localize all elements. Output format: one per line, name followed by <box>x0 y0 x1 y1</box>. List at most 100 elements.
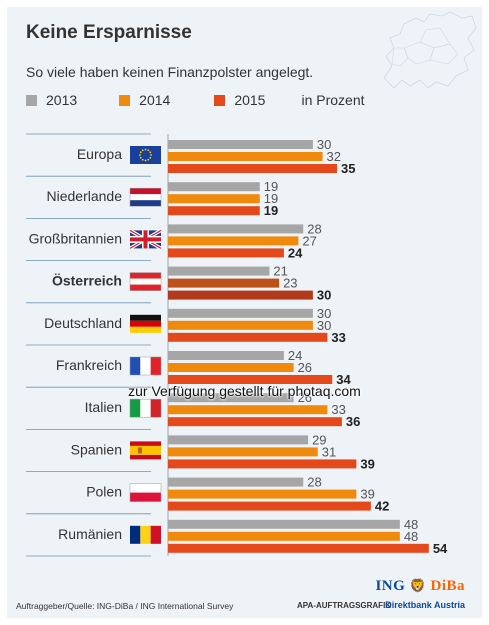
bar <box>168 405 328 415</box>
bar <box>168 236 299 246</box>
bar <box>168 447 318 457</box>
agency-note: APA-AUFTRAGSGRAFIK <box>297 601 392 610</box>
bar <box>168 477 304 487</box>
chart-title: Keine Ersparnisse <box>26 22 192 43</box>
bar <box>168 459 357 469</box>
value-label: 36 <box>346 414 360 429</box>
value-label: 26 <box>298 360 312 375</box>
netherlands-flag-icon <box>129 187 162 207</box>
bar <box>168 351 284 360</box>
chart-subtitle: So viele haben keinen Finanzpolster ange… <box>26 64 314 80</box>
romania-flag-icon <box>130 525 161 544</box>
legend-label-2013: 2013 <box>46 92 78 108</box>
value-label: 30 <box>317 137 331 152</box>
legend-label-2015: 2015 <box>234 92 266 108</box>
bank-tagline: Direktbank Austria <box>385 600 465 610</box>
bar <box>168 140 313 149</box>
source-note: Auftraggeber/Quelle: ING-DiBa / ING Inte… <box>16 601 234 611</box>
value-label: 32 <box>327 149 341 164</box>
country-label: Rumänien <box>58 526 122 542</box>
value-label: 27 <box>302 233 316 248</box>
value-label: 39 <box>360 487 374 502</box>
italy-flag-icon <box>129 398 162 418</box>
legend-label-2014: 2014 <box>139 92 171 108</box>
value-label: 33 <box>331 402 345 417</box>
value-label: 19 <box>264 191 278 206</box>
unit-label: in Prozent <box>301 92 365 108</box>
value-label: 19 <box>264 203 278 218</box>
value-label: 23 <box>283 276 297 291</box>
bar <box>168 152 323 161</box>
value-label: 30 <box>317 318 331 333</box>
bar <box>168 543 429 553</box>
poland-flag-icon <box>129 483 162 502</box>
chart-legend: 2013 2014 2015 in Prozent <box>26 91 365 109</box>
uk-flag-icon <box>129 228 162 250</box>
value-label: 28 <box>307 221 321 236</box>
bar <box>168 290 313 300</box>
value-label: 35 <box>341 161 355 176</box>
value-label: 28 <box>307 475 321 490</box>
germany-flag-icon <box>130 314 161 333</box>
bar <box>168 206 260 216</box>
value-label: 42 <box>375 499 389 514</box>
bar <box>168 248 284 258</box>
lion-icon: 🦁 <box>409 578 427 593</box>
bar <box>168 278 280 288</box>
bar <box>168 519 400 529</box>
bar <box>168 194 260 204</box>
country-label: Europa <box>77 146 122 162</box>
value-label: 19 <box>264 179 278 194</box>
eu-flag-icon <box>130 146 161 164</box>
value-label: 24 <box>288 245 303 260</box>
value-label: 30 <box>317 306 331 321</box>
legend-item-2013: 2013 <box>26 92 77 108</box>
country-label: Deutschland <box>44 315 122 331</box>
country-label: Großbritannien <box>29 230 122 246</box>
legend-swatch-2015 <box>214 94 226 106</box>
bar <box>168 363 294 372</box>
bar <box>168 501 371 511</box>
country-label: Frankreich <box>56 357 122 373</box>
value-label: 29 <box>312 432 326 447</box>
value-label: 34 <box>336 372 351 387</box>
bar <box>168 164 338 173</box>
bar <box>168 332 328 342</box>
value-label: 48 <box>404 517 418 532</box>
bar <box>168 182 260 192</box>
bar <box>168 393 294 403</box>
bar <box>168 375 333 384</box>
bar <box>168 320 313 330</box>
value-label: 54 <box>433 541 448 556</box>
value-label: 33 <box>331 330 345 345</box>
brand-ing: ING <box>375 578 406 594</box>
country-label: Niederlande <box>47 188 123 204</box>
watermark-text: zur Verfügung gestellt für photaq.com <box>128 383 361 399</box>
country-label: Italien <box>85 399 122 415</box>
value-label: 30 <box>317 288 331 303</box>
country-label: Polen <box>86 484 122 500</box>
europe-map-icon <box>383 11 477 89</box>
france-flag-icon <box>129 356 162 376</box>
austria-flag-icon <box>129 272 162 291</box>
value-label: 48 <box>404 529 418 544</box>
bar <box>168 417 342 427</box>
bar <box>168 308 313 318</box>
country-label: Österreich <box>52 273 122 289</box>
value-label: 39 <box>360 456 374 471</box>
value-label: 26 <box>298 390 312 405</box>
value-label: 21 <box>273 264 287 279</box>
spain-flag-icon <box>130 441 161 460</box>
legend-item-2015: 2015 <box>214 92 265 108</box>
bar <box>168 435 309 445</box>
bar <box>168 531 400 541</box>
bar <box>168 489 357 499</box>
ing-diba-logo: ING 🦁 DiBa <box>375 578 465 595</box>
legend-item-2014: 2014 <box>119 92 170 108</box>
value-label: 24 <box>288 348 302 363</box>
legend-swatch-2014 <box>119 94 131 106</box>
bar <box>168 266 270 276</box>
bar <box>168 224 304 234</box>
legend-swatch-2013 <box>26 94 37 106</box>
